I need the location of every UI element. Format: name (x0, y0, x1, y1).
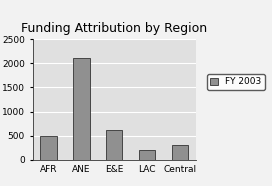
Bar (73, 58, 89, 160)
Title: Funding Attribution by Region: Funding Attribution by Region (21, 22, 207, 35)
Legend: FY 2003: FY 2003 (207, 74, 265, 90)
Bar (172, 145, 188, 160)
Bar (40, 136, 57, 160)
Bar (106, 130, 122, 160)
Bar (139, 150, 156, 160)
